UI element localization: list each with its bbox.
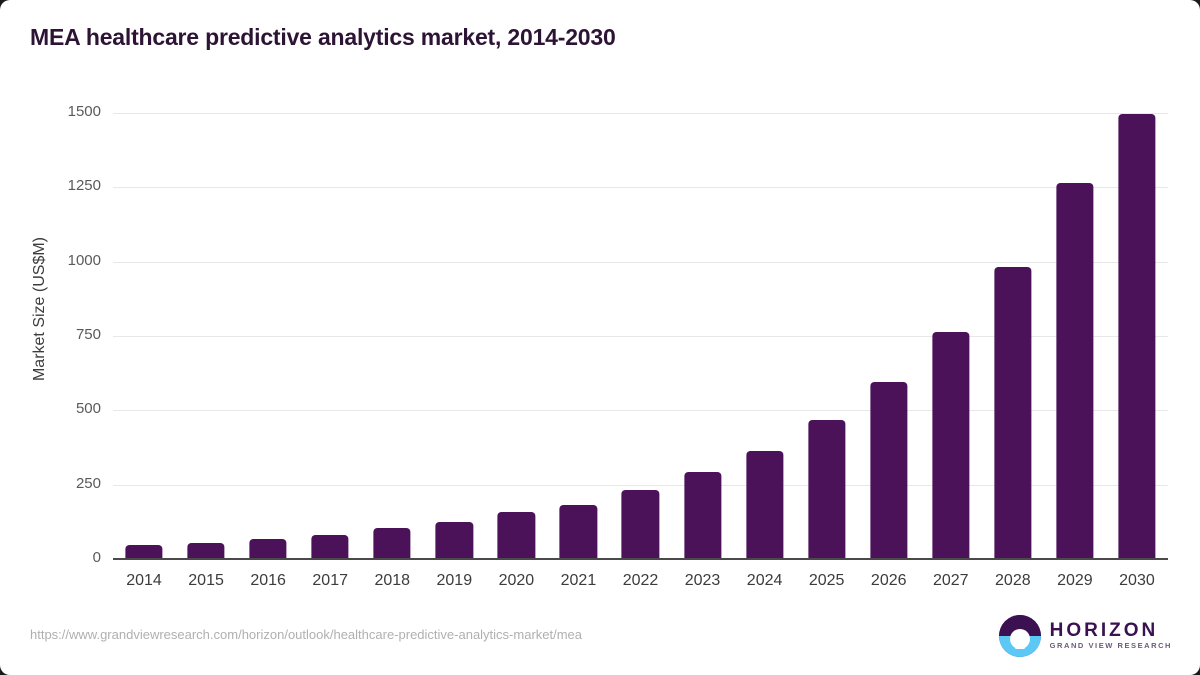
bar-slot (982, 113, 1044, 559)
y-axis-tick-label: 1250 (67, 177, 101, 195)
bar[interactable] (311, 534, 349, 559)
y-axis-tick-label: 500 (75, 400, 101, 418)
logo-text: HORIZON GRAND VIEW RESEARCH (1049, 619, 1172, 651)
x-axis-tick-label: 2030 (1119, 572, 1155, 589)
y-axis-tick-label: 1500 (67, 103, 101, 120)
bar[interactable] (125, 544, 163, 559)
logo-brand-subtitle: GRAND VIEW RESEARCH (1049, 640, 1172, 650)
x-axis-tick-label: 2022 (622, 572, 659, 589)
bar-series (113, 113, 1168, 559)
logo-sky-shape (998, 615, 1041, 636)
x-axis-line (113, 558, 1168, 560)
bar[interactable] (1118, 113, 1156, 559)
bar[interactable] (683, 472, 722, 559)
x-axis-tick-label: 2026 (870, 572, 907, 589)
gridline (113, 410, 1168, 412)
bar[interactable] (435, 522, 473, 559)
bar[interactable] (373, 528, 411, 559)
x-axis-tick-label: 2027 (932, 572, 969, 589)
bar-slot (609, 113, 671, 559)
bar-slot (175, 113, 237, 559)
y-axis-tick-label: 1000 (67, 251, 101, 269)
bar[interactable] (249, 538, 287, 559)
bar-slot (1044, 113, 1106, 559)
gridline (113, 187, 1168, 189)
gridline (113, 261, 1168, 263)
bar[interactable] (745, 451, 784, 559)
x-axis-tick-label: 2016 (250, 572, 286, 589)
bar-slot (113, 113, 175, 559)
y-axis-title: Market Size (US$M) (31, 236, 48, 382)
x-axis-tick-label: 2021 (560, 572, 597, 589)
y-axis-tick-label: 250 (75, 474, 101, 492)
x-axis-tick-label: 2025 (808, 572, 845, 589)
x-axis-tick-label: 2018 (374, 572, 411, 589)
gridline (113, 484, 1168, 486)
y-axis-tick-label: 750 (75, 326, 101, 343)
horizon-logo-icon (998, 615, 1041, 657)
y-axis-tick-label: 0 (92, 549, 101, 566)
bar-slot (485, 113, 547, 559)
bar-slot (299, 113, 361, 559)
bar-slot (672, 113, 734, 559)
x-axis-tick-label: 2029 (1057, 572, 1093, 589)
logo-brand-name: HORIZON (1049, 619, 1159, 641)
bar-slot (1106, 113, 1168, 559)
bar-slot (734, 113, 796, 559)
x-axis-tick-label: 2028 (995, 572, 1031, 589)
bar-slot (361, 113, 423, 559)
bar[interactable] (994, 266, 1032, 559)
bar-slot (547, 113, 609, 559)
x-axis-tick-label: 2017 (312, 572, 348, 589)
bar-slot (858, 113, 920, 559)
logo-ray-upper (1011, 641, 1028, 644)
bar-slot (423, 113, 485, 559)
gridline (113, 113, 1168, 114)
x-axis-tick-label: 2020 (498, 572, 535, 589)
x-axis-tick-label: 2023 (684, 572, 721, 589)
page-title: MEA healthcare predictive analytics mark… (30, 24, 616, 50)
x-axis-tick-label: 2014 (126, 572, 162, 589)
logo-ray-lower (1014, 646, 1025, 649)
bar-slot (920, 113, 982, 559)
bar[interactable] (497, 512, 535, 559)
horizon-logo: HORIZON GRAND VIEW RESEARCH (998, 614, 1172, 658)
bar[interactable] (559, 504, 598, 559)
bar[interactable] (1056, 182, 1094, 559)
x-axis-tick-label: 2015 (188, 572, 224, 589)
bar[interactable] (870, 381, 908, 559)
bar-slot (796, 113, 858, 559)
bar[interactable] (621, 489, 660, 559)
gridline (113, 336, 1168, 337)
source-url[interactable]: https://www.grandviewresearch.com/horizo… (30, 627, 583, 642)
logo-sun-shape (1009, 629, 1030, 650)
bar[interactable] (932, 332, 970, 559)
x-axis-tick-label: 2024 (746, 572, 783, 589)
x-axis-tick-label: 2019 (436, 572, 473, 589)
bar-slot (237, 113, 299, 559)
bar[interactable] (808, 420, 846, 559)
bar[interactable] (187, 542, 225, 559)
